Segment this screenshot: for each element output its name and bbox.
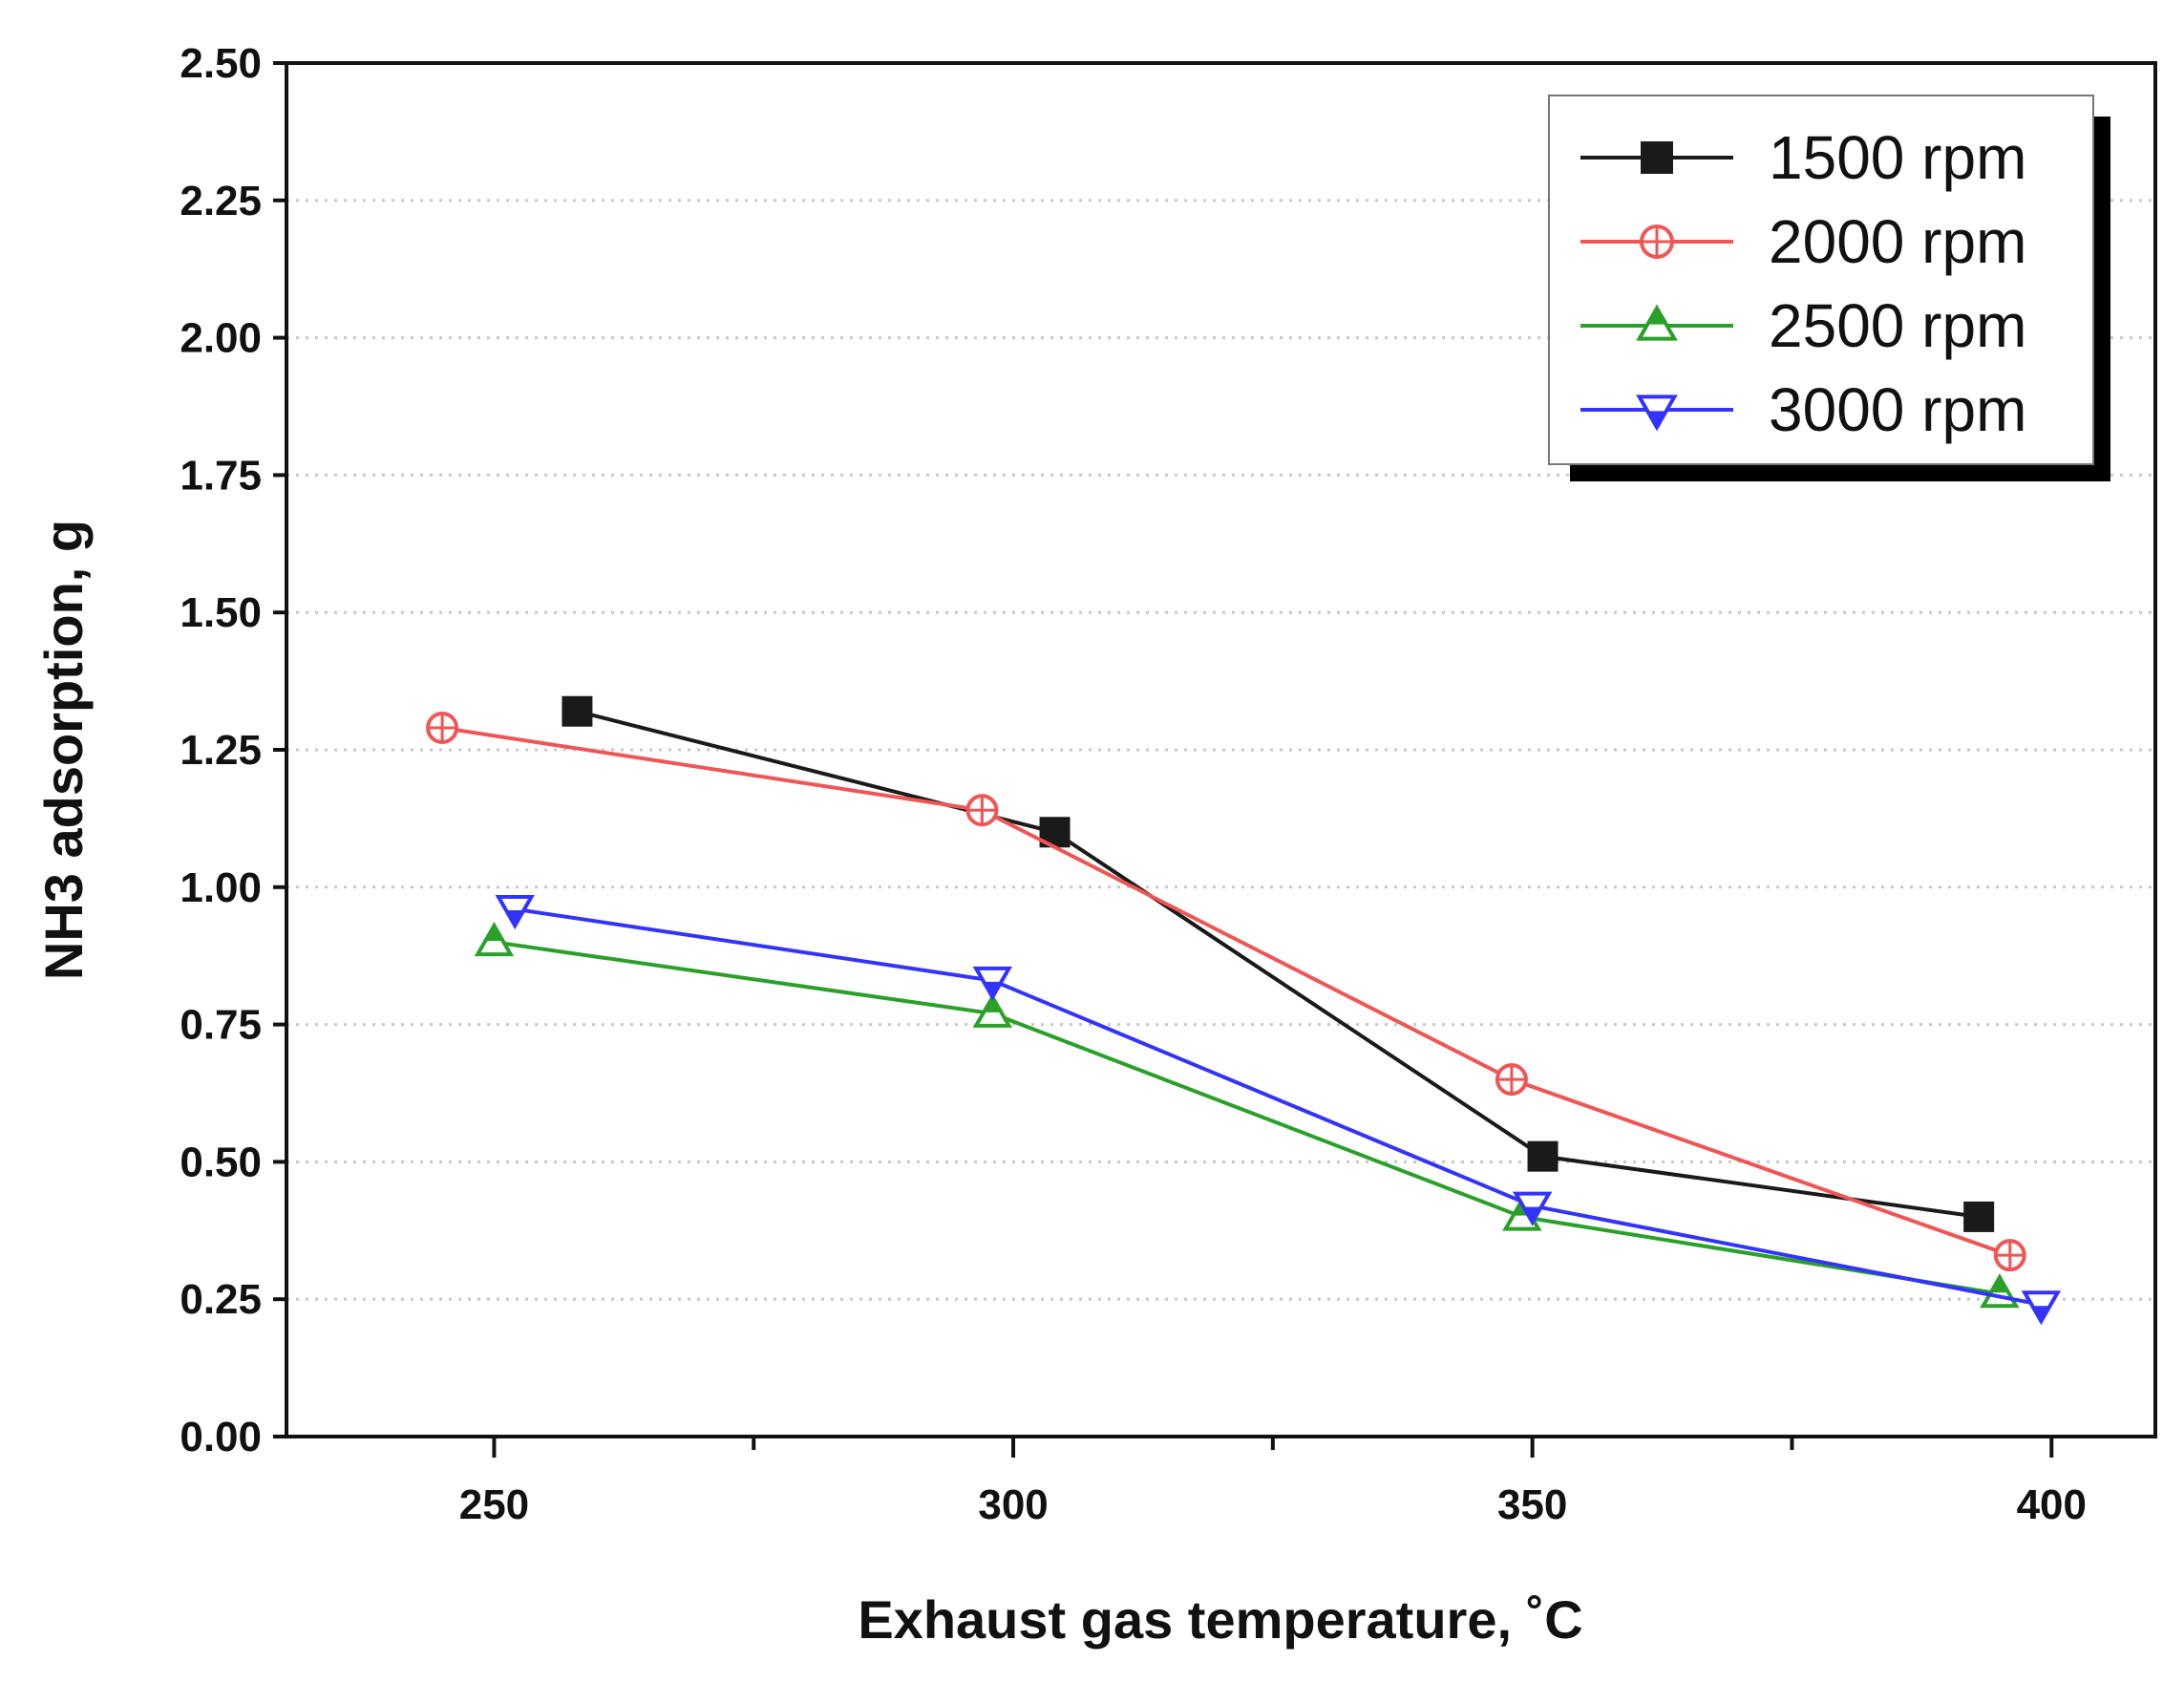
- y-tick-label: 0.00: [180, 1414, 262, 1460]
- legend-label: 2000 rpm: [1769, 207, 2026, 276]
- y-axis-title: NH3 adsorption, g: [33, 520, 94, 980]
- legend-item: 2500 rpm: [1580, 291, 2026, 360]
- data-point: [1495, 1063, 1528, 1097]
- legend-label: 1500 rpm: [1769, 123, 2026, 192]
- legend-item: 2000 rpm: [1580, 207, 2026, 276]
- legend-item: 3000 rpm: [1580, 375, 2026, 444]
- data-point: [562, 695, 593, 727]
- marker-shape: [1527, 1140, 1558, 1172]
- legend-marker: [1636, 304, 1678, 341]
- y-tick-label: 1.25: [180, 727, 262, 774]
- legend-label: 2500 rpm: [1769, 291, 2026, 360]
- marker-fill: [484, 924, 504, 942]
- data-point: [1527, 1140, 1558, 1172]
- marker-fill: [2030, 1306, 2051, 1324]
- x-tick-label: 250: [459, 1481, 529, 1528]
- series-layer: [426, 695, 2062, 1326]
- legend: 1500 rpm 2000 rpm 2500 rpm 3000 rpm: [1548, 95, 2110, 481]
- data-point: [1993, 1239, 2026, 1272]
- legend-marker: [1640, 224, 1674, 259]
- marker-fill: [1989, 1275, 2010, 1293]
- legend-marker: [1636, 394, 1678, 432]
- series-line: [514, 906, 2042, 1307]
- data-point: [1963, 1201, 1995, 1232]
- marker-fill: [982, 981, 1003, 999]
- legend-label: 3000 rpm: [1769, 375, 2026, 444]
- y-tick-label: 0.75: [180, 1002, 262, 1049]
- marker-shape: [1641, 141, 1673, 174]
- marker-fill: [1645, 411, 1668, 430]
- data-point: [474, 922, 515, 957]
- y-tick-label: 1.75: [180, 452, 262, 499]
- y-tick-label: 2.25: [180, 178, 262, 224]
- series-line: [494, 940, 2001, 1296]
- series-line: [576, 709, 1980, 1219]
- y-tick-label: 1.00: [180, 864, 262, 911]
- x-tick-label: 300: [978, 1481, 1048, 1528]
- data-point: [965, 794, 999, 827]
- legend-items: 1500 rpm 2000 rpm 2500 rpm 3000 rpm: [1580, 123, 2026, 444]
- marker-fill: [1522, 1206, 1543, 1225]
- x-axis-title: Exhaust gas temperature, ˚C: [858, 1589, 1582, 1650]
- legend-marker: [1641, 141, 1673, 174]
- marker-fill: [982, 994, 1003, 1012]
- y-tick-label: 2.50: [180, 40, 262, 87]
- y-tick-label: 1.50: [180, 589, 262, 636]
- x-tick-label: 350: [1497, 1481, 1567, 1528]
- marker-fill: [1645, 306, 1668, 325]
- axis-ticks: 0.00 0.25 0.50 0.75 1.00 1.25 1.50 1.75 2.00 2.25…: [180, 40, 2087, 1528]
- data-point: [972, 966, 1013, 1001]
- y-tick-label: 2.00: [180, 315, 262, 362]
- series-2500-rpm: [474, 922, 2020, 1309]
- data-point: [1512, 1191, 1553, 1226]
- marker-fill: [504, 910, 525, 928]
- x-tick-label: 400: [2017, 1481, 2087, 1528]
- series-2000-rpm: [426, 711, 2026, 1272]
- series-1500-rpm: [562, 695, 1995, 1232]
- series-line: [441, 726, 2011, 1258]
- marker-shape: [1963, 1201, 1995, 1232]
- series-3000-rpm: [495, 895, 2062, 1326]
- legend-item: 1500 rpm: [1580, 123, 2026, 192]
- data-point: [972, 992, 1013, 1028]
- data-point: [2021, 1290, 2062, 1326]
- y-tick-label: 0.50: [180, 1139, 262, 1185]
- y-tick-label: 0.25: [180, 1276, 262, 1323]
- data-point: [495, 895, 535, 930]
- data-point: [426, 711, 459, 744]
- marker-shape: [562, 695, 593, 727]
